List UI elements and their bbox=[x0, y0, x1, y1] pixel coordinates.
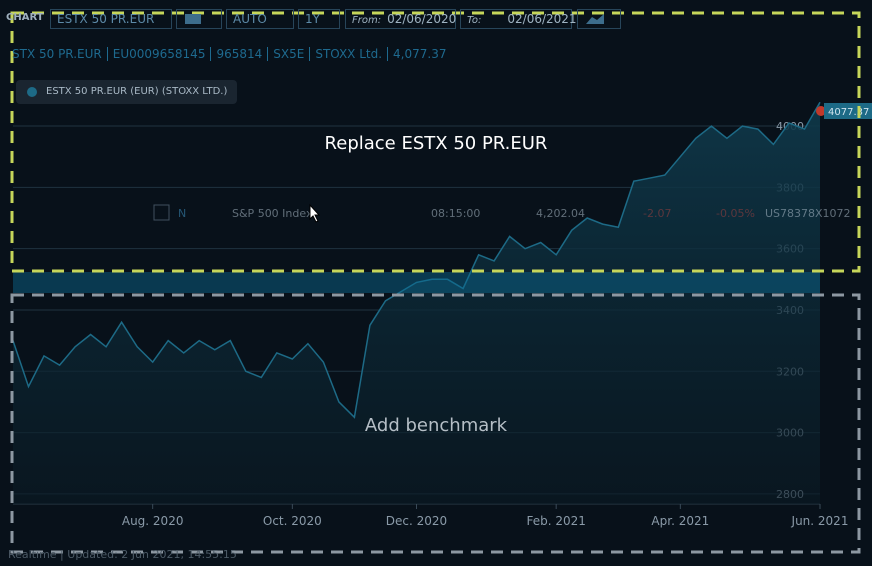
drag-row-name: S&P 500 Index bbox=[232, 207, 313, 220]
from-value: 02/06/2020 bbox=[387, 12, 457, 26]
to-label: To: bbox=[467, 15, 482, 26]
footer: Realtime | Updated: 2 Jun 2021, 14:55:15 bbox=[8, 548, 237, 561]
to-date[interactable]: To: 02/06/2021 bbox=[460, 9, 577, 29]
drag-row-isin: US78378X1072 bbox=[765, 207, 851, 220]
info-field: SX5E bbox=[267, 47, 310, 61]
drag-row-price: 4,202.04 bbox=[536, 207, 585, 220]
to-value: 02/06/2021 bbox=[507, 12, 577, 26]
x-tick-label: Aug. 2020 bbox=[122, 514, 184, 528]
last-point bbox=[816, 106, 826, 116]
cursor bbox=[309, 203, 321, 223]
drop-zone-replace[interactable] bbox=[10, 11, 861, 273]
icon bbox=[586, 14, 604, 24]
drop-zone-add-label: Add benchmark bbox=[365, 415, 508, 436]
price-badge-label: 4077.37 bbox=[828, 107, 869, 118]
period-select[interactable]: 1Y bbox=[298, 9, 340, 29]
legend-chip[interactable]: ESTX 50 PR.EUR (EUR) (STOXX LTD.) bbox=[16, 80, 238, 104]
x-tick-label: Apr. 2021 bbox=[651, 514, 709, 528]
drag-highlight bbox=[13, 272, 820, 293]
info-field: 965814 bbox=[210, 47, 268, 61]
info-field: STX 50 PR.EUR bbox=[12, 47, 102, 61]
instrument-info: STX 50 PR.EUR EU0009658145 965814 SX5E STOXX… bbox=[12, 47, 452, 61]
line bbox=[12, 101, 821, 419]
info-field: STOXX Ltd. bbox=[309, 47, 388, 61]
drag-row-flag: N bbox=[178, 207, 186, 220]
drag-row-time: 08:15:00 bbox=[431, 207, 480, 220]
mode-select[interactable]: AUTO bbox=[226, 9, 294, 29]
drag-row-change: -2.07 bbox=[643, 207, 671, 220]
from-label: From: bbox=[352, 15, 382, 26]
drag-row: N S&P 500 Index 08:15:00 4,202.04 -2.07 -0.05… bbox=[153, 204, 851, 221]
checkbox bbox=[153, 204, 170, 221]
x-tick-label: Feb. 2021 bbox=[526, 514, 585, 528]
instrument-select[interactable]: ESTX 50 PR.EUR bbox=[50, 9, 172, 29]
drag-row-change-pct: -0.05% bbox=[716, 207, 755, 220]
info-field: EU0009658145 bbox=[106, 47, 211, 61]
widget-title: CHART bbox=[6, 12, 44, 23]
x-tick-label: Dec. 2020 bbox=[386, 514, 447, 528]
legend-label: ESTX 50 PR.EUR (EUR) (STOXX LTD.) bbox=[46, 86, 228, 97]
area bbox=[13, 102, 820, 505]
style-select[interactable] bbox=[577, 9, 621, 29]
info-field: 4,077.37 bbox=[387, 47, 452, 61]
x-tick-label: Oct. 2020 bbox=[263, 514, 322, 528]
chart-type-select[interactable] bbox=[176, 9, 222, 29]
from-date[interactable]: From: 02/06/2020 bbox=[345, 9, 456, 29]
x-tick-label: Jun. 2021 bbox=[791, 514, 849, 528]
drop-zone-replace-label: Replace ESTX 50 PR.EUR bbox=[325, 133, 548, 154]
legend-dot bbox=[27, 87, 37, 97]
drop-zone-add[interactable] bbox=[10, 293, 861, 554]
icon bbox=[185, 14, 201, 24]
